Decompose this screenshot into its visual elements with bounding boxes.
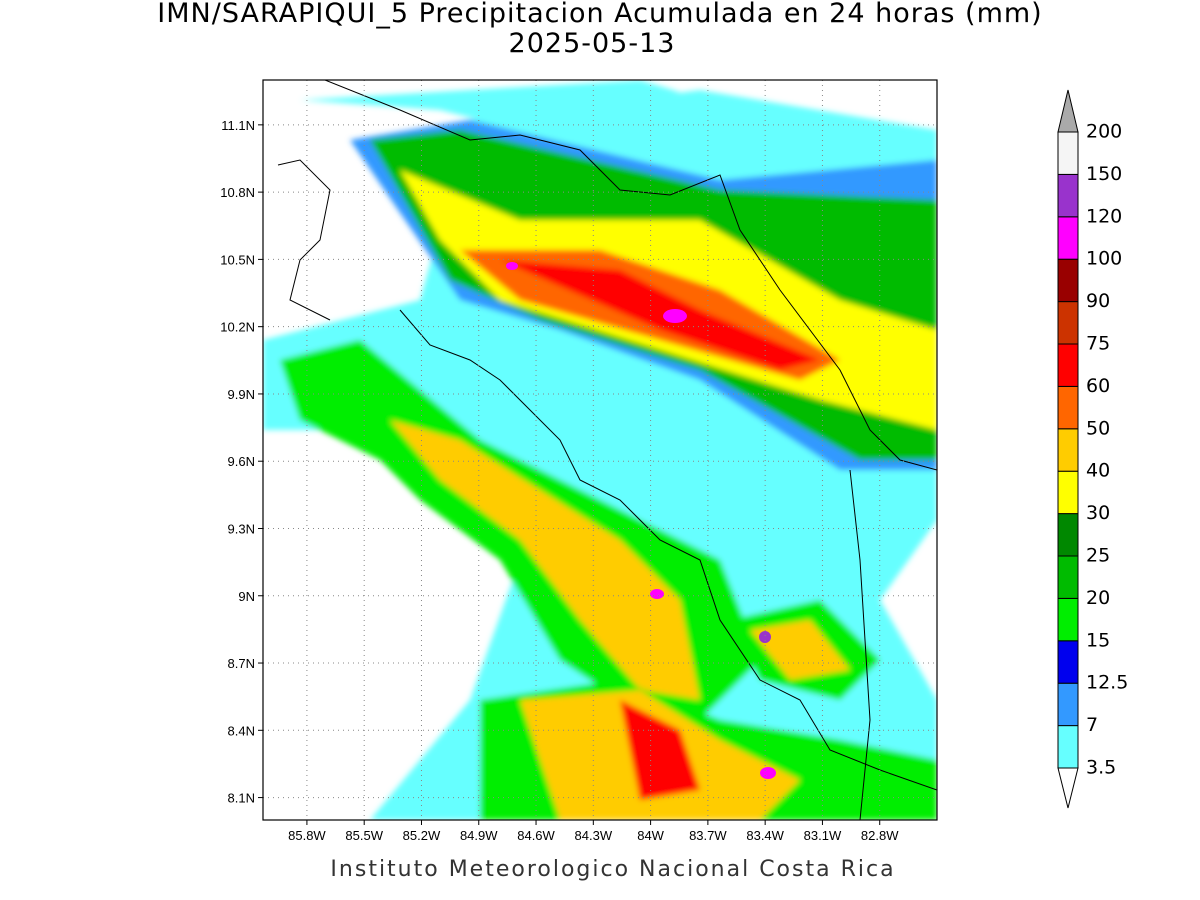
- colorbar-label: 3.5: [1086, 757, 1116, 779]
- lon-label: 84.6W: [517, 828, 555, 843]
- colorbar-label: 60: [1086, 375, 1110, 397]
- lat-label: 8.7N: [228, 656, 255, 671]
- colorbar-label: 15: [1086, 629, 1110, 651]
- lon-label: 84.9W: [460, 828, 498, 843]
- lon-label: 82.8W: [861, 828, 899, 843]
- lon-label: 85.8W: [288, 828, 326, 843]
- colorbar-label: 25: [1086, 545, 1110, 567]
- colorbar-label: 75: [1086, 333, 1110, 355]
- colorbar-label: 200: [1086, 121, 1122, 143]
- subtitle: 2025-05-13: [509, 28, 676, 59]
- lat-label: 8.4N: [228, 723, 255, 738]
- colorbar-segment: [1057, 385, 1079, 430]
- colorbar-segment: [1057, 640, 1079, 684]
- colorbar-segment: [1057, 597, 1079, 642]
- colorbar-high: [1057, 89, 1079, 133]
- colorbar-label: 30: [1086, 502, 1110, 524]
- lon-label: 83.4W: [746, 828, 784, 843]
- colorbar-segment: [1057, 513, 1079, 557]
- lon-label: 83.7W: [689, 828, 727, 843]
- colorbar-low: [1057, 767, 1079, 809]
- colorbar-segment: [1057, 258, 1079, 303]
- colorbar-segment: [1057, 131, 1079, 175]
- colorbar-segment: [1057, 428, 1079, 472]
- colorbar-segment: [1057, 725, 1079, 769]
- lat-label: 11.1N: [221, 118, 255, 133]
- footer: Instituto Meteorologico Nacional Costa R…: [330, 857, 895, 882]
- graticule: 8.1N 8.4N 8.7N 9N 9.3N 9.6N 9.9N 10.2N 10.5N 10.8…: [220, 80, 937, 843]
- lon-label: 83.1W: [804, 828, 842, 843]
- lat-label: 9.9N: [228, 387, 255, 402]
- lon-label: 85.2W: [403, 828, 441, 843]
- colorbar-label: 7: [1086, 714, 1098, 736]
- lon-label: 84.3W: [575, 828, 613, 843]
- lat-label: 9.3N: [228, 521, 255, 536]
- colorbar-label: 150: [1086, 163, 1122, 185]
- lat-label: 9N: [238, 589, 255, 604]
- lat-label: 10.2N: [220, 320, 255, 335]
- colorbar-label: 20: [1086, 587, 1110, 609]
- colorbar: 3.5 7 12.5 15 20 25 30 40 50 60 75 90 100 120 150 200: [1057, 89, 1128, 809]
- colorbar-segment: [1057, 343, 1079, 387]
- colorbar-label: 12.5: [1086, 672, 1128, 694]
- colorbar-label: 40: [1086, 460, 1110, 482]
- colorbar-segment: [1057, 173, 1079, 218]
- colorbar-label: 120: [1086, 205, 1122, 227]
- colorbar-label: 90: [1086, 290, 1110, 312]
- colorbar-segment: [1057, 301, 1079, 345]
- precip-field: [263, 80, 937, 820]
- colorbar-segment: [1057, 555, 1079, 599]
- colorbar-segment: [1057, 470, 1079, 515]
- lat-label: 10.8N: [220, 185, 255, 200]
- lon-label: 84W: [637, 828, 664, 843]
- map-frame: [262, 79, 938, 821]
- title: IMN/SARAPIQUI_5 Precipitacion Acumulada …: [157, 0, 1042, 29]
- colorbar-segment: [1057, 216, 1079, 260]
- lat-label: 10.5N: [220, 252, 255, 267]
- colorbar-label: 50: [1086, 417, 1110, 439]
- lon-label: 85.5W: [345, 828, 383, 843]
- lat-label: 8.1N: [228, 791, 255, 806]
- lat-label: 9.6N: [228, 454, 255, 469]
- colorbar-label: 100: [1086, 248, 1122, 270]
- colorbar-segment: [1057, 682, 1079, 727]
